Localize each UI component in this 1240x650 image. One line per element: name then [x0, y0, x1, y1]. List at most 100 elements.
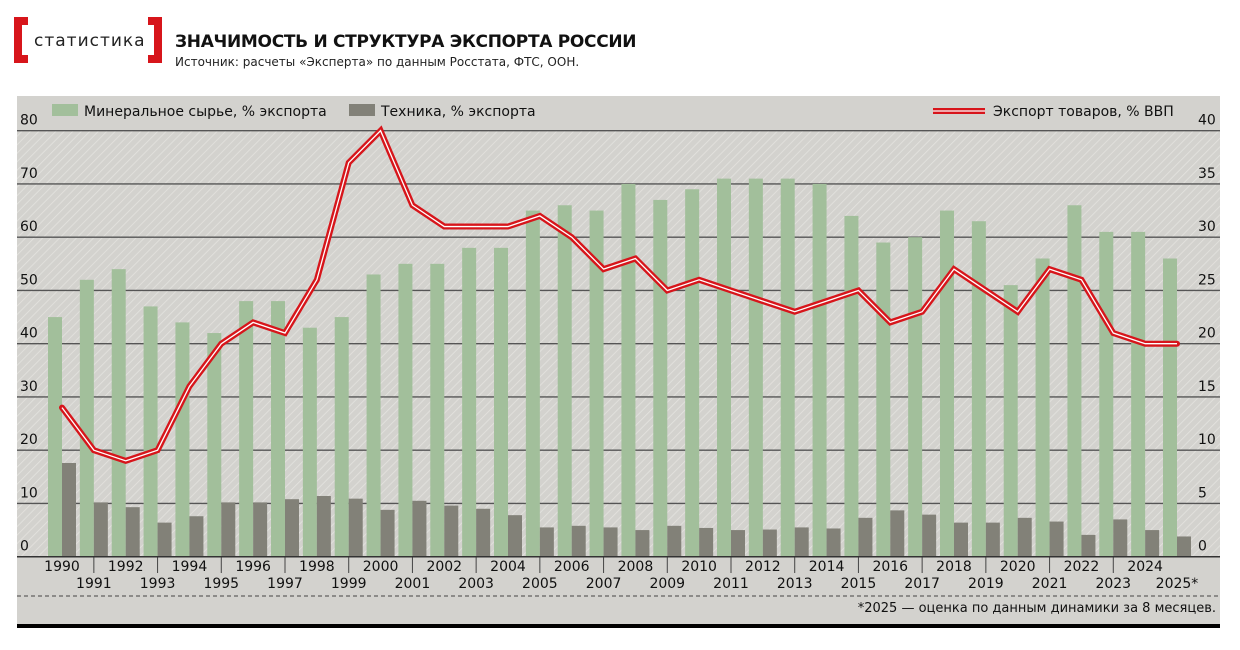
bar-mineral	[812, 183, 827, 557]
x-tick-label: 1991	[76, 576, 112, 592]
bar-tech	[157, 522, 172, 557]
bar-tech	[221, 502, 236, 557]
bar-tech	[285, 499, 299, 557]
bar-mineral	[1099, 231, 1114, 557]
bar-mineral	[908, 237, 923, 557]
left-axis-tick-label: 70	[20, 166, 38, 182]
right-axis-tick-label: 15	[1198, 379, 1216, 395]
bar-mineral	[1131, 231, 1146, 557]
x-tick-label: 2008	[618, 559, 654, 575]
bar-tech	[731, 530, 745, 557]
x-tick-label: 2022	[1064, 559, 1100, 575]
bar-mineral	[398, 263, 413, 557]
bottom-rule	[17, 624, 1220, 628]
right-axis-tick-label: 20	[1198, 326, 1216, 342]
bar-mineral	[334, 317, 349, 557]
bar-tech	[508, 515, 522, 557]
left-axis-tick-label: 10	[20, 485, 38, 501]
bar-tech	[316, 495, 331, 557]
legend-label-mineral: Минеральное сырье, % экспорта	[84, 104, 327, 120]
bar-mineral	[940, 210, 954, 557]
logo: статистика	[14, 17, 162, 65]
chart-title: ЗНАЧИМОСТЬ И СТРУКТУРА ЭКСПОРТА РОССИИ	[175, 32, 637, 52]
bar-tech	[667, 525, 682, 557]
x-tick-label: 2021	[1032, 576, 1068, 592]
bar-tech	[635, 530, 650, 557]
x-tick-label: 2016	[872, 559, 908, 575]
logo-bracket-left	[14, 17, 28, 63]
bar-mineral	[748, 178, 763, 557]
bar-mineral	[589, 210, 604, 557]
bar-tech	[253, 502, 268, 557]
bar-tech	[571, 525, 586, 557]
x-tick-label: 1993	[140, 576, 176, 592]
right-axis-tick-label: 35	[1198, 166, 1216, 182]
bar-tech	[858, 517, 873, 557]
line-export-gdp-inner	[61, 129, 1177, 462]
x-tick-label: 2024	[1127, 559, 1163, 575]
bar-mineral	[302, 327, 317, 557]
bar-tech	[603, 527, 618, 557]
x-tick-label: 1999	[331, 576, 367, 592]
left-axis-tick-label: 40	[20, 326, 38, 342]
bar-mineral	[271, 301, 285, 557]
bar-tech	[476, 508, 491, 557]
left-axis-tick-label: 60	[20, 219, 38, 235]
bar-tech	[1017, 517, 1032, 557]
bar-tech	[125, 507, 140, 557]
bar-mineral	[876, 242, 891, 557]
right-axis-tick-label: 0	[1198, 539, 1207, 555]
x-tick-label: 2017	[904, 576, 940, 592]
bar-mineral	[685, 189, 700, 557]
left-axis-tick-label: 50	[20, 272, 38, 288]
logo-bracket-right	[148, 17, 162, 63]
bar-tech	[826, 528, 841, 557]
right-axis-tick-label: 10	[1198, 432, 1216, 448]
bar-tech	[348, 498, 363, 557]
bar-tech	[1081, 534, 1096, 557]
bar-tech	[93, 502, 108, 557]
x-tick-label: 2023	[1095, 576, 1131, 592]
x-tick-label: 2011	[713, 576, 749, 592]
x-tick-label: 1994	[172, 559, 208, 575]
right-axis-tick-label: 25	[1198, 272, 1216, 288]
bar-mineral	[1163, 258, 1177, 557]
bar-tech	[380, 509, 395, 557]
bar-tech	[890, 510, 905, 557]
bar-mineral	[844, 215, 859, 557]
bar-tech	[189, 516, 204, 557]
x-tick-label: 2015	[841, 576, 877, 592]
footnote: *2025 — оценка по данным динамики за 8 м…	[858, 601, 1216, 616]
x-tick-label: 2018	[936, 559, 972, 575]
x-tick-label: 1998	[299, 559, 335, 575]
chart-source: Источник: расчеты «Эксперта» по данным Р…	[175, 55, 580, 69]
x-tick-label: 2006	[554, 559, 590, 575]
left-axis-tick-label: 20	[20, 432, 38, 448]
bar-tech	[762, 529, 777, 557]
bar-mineral	[494, 247, 508, 557]
bar-tech	[412, 500, 427, 557]
x-tick-label: 2025*	[1156, 576, 1199, 592]
left-axis-tick-label: 80	[20, 113, 38, 129]
x-tick-label: 1997	[267, 576, 303, 592]
bar-mineral	[48, 317, 62, 557]
bar-mineral	[462, 247, 477, 557]
x-tick-label: 1992	[108, 559, 144, 575]
bar-mineral	[971, 221, 986, 557]
bar-mineral	[1067, 205, 1082, 557]
bar-mineral	[143, 306, 158, 557]
x-tick-label: 1996	[235, 559, 271, 575]
x-tick-label: 2003	[458, 576, 494, 592]
bar-mineral	[79, 279, 94, 557]
x-tick-label: 2014	[809, 559, 845, 575]
left-axis-tick-label: 30	[20, 379, 38, 395]
x-tick-label: 1990	[44, 559, 80, 575]
bar-mineral	[621, 183, 636, 557]
bar-tech	[1113, 519, 1128, 557]
right-axis-tick-label: 30	[1198, 219, 1216, 235]
bar-mineral	[207, 333, 222, 557]
legend-swatch-tech	[349, 104, 375, 116]
x-tick-label: 1995	[203, 576, 239, 592]
